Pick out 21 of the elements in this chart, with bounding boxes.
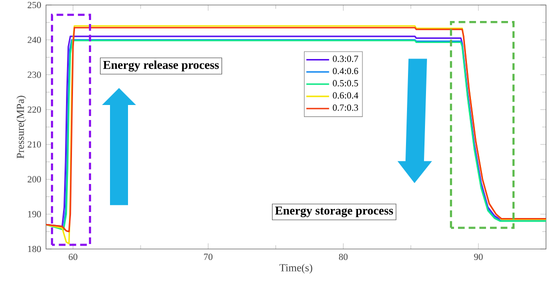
legend-label: 0.6:0.4 <box>332 92 358 99</box>
x-tick-label: 80 <box>338 254 348 260</box>
legend-label: 0.4:0.6 <box>332 68 358 74</box>
annotation: Energy release process <box>103 60 219 72</box>
x-tick-label: 90 <box>474 254 483 260</box>
y-tick-label: 220 <box>28 106 41 113</box>
y-tick-label: 230 <box>28 72 41 78</box>
legend-label: 0.3:0.7 <box>332 56 358 62</box>
y-tick-label: 210 <box>28 141 41 148</box>
y-tick-label: 250 <box>28 2 41 8</box>
x-axis-title: Time(s) <box>279 264 312 274</box>
y-axis-title: Pressure(MPa) <box>16 96 26 158</box>
x-tick-label: 70 <box>204 254 212 260</box>
y-tick-label: 190 <box>28 210 41 218</box>
y-tick-label: 180 <box>28 246 41 252</box>
annotation: Energy storage process <box>275 206 394 218</box>
x-tick-label: 60 <box>68 254 78 260</box>
legend-label: 0.7:0.3 <box>332 104 358 111</box>
legend-label: 0.5:0.5 <box>332 80 358 86</box>
y-tick-label: 200 <box>28 176 41 182</box>
y-tick-label: 240 <box>28 36 41 44</box>
